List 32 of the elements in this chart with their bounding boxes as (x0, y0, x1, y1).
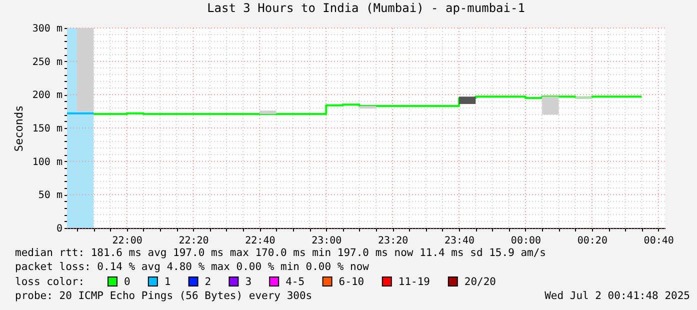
x-tick-label: 00:40 (644, 236, 674, 246)
x-tick-label: 23:00 (312, 236, 342, 246)
legend-label: 6-10 (338, 276, 364, 288)
x-tick-label: 23:20 (378, 236, 408, 246)
x-tick-label: 00:20 (577, 236, 608, 246)
bar (459, 96, 476, 104)
legend-label: 1 (164, 276, 171, 288)
legend-label: 4-5 (286, 276, 305, 288)
legend-label: 3 (245, 276, 252, 288)
y-tick-label: 150 m (32, 124, 62, 134)
x-tick-label: 22:00 (112, 236, 142, 246)
y-axis-title: Seconds (12, 105, 26, 152)
text: Wed Jul 2 00:41:48 2025 (544, 290, 690, 302)
y-tick-label: 200 m (32, 90, 62, 102)
y-tick-label: 300 m (32, 24, 62, 34)
text: packet loss: 0.14 % avg 4.80 % max 0.00 % min 0.00 % now (15, 261, 370, 273)
legend-label: 0 (124, 276, 130, 288)
legend-title: loss color: (15, 276, 85, 288)
text: median rtt: 181.6 ms avg 197.0 ms max 170.0 ms min 197.0 ms now 11.4 ms sd 15.9 am/s (15, 247, 546, 259)
x-tick-label: 22:40 (245, 236, 276, 246)
legend-label: 2 (204, 276, 212, 288)
x-tick-label: 23:40 (444, 236, 475, 246)
y-tick-label: 0 (56, 224, 62, 234)
legend-label: 11-19 (398, 276, 430, 288)
x-tick-label: 00:00 (510, 236, 542, 246)
text: probe: 20 ICMP Echo Pings (56 Bytes) every 300s (15, 290, 312, 302)
x-tick-label: 22:20 (178, 236, 209, 246)
y-tick-label: 100 m (32, 156, 62, 168)
y-tick-label: 250 m (32, 56, 62, 68)
y-tick-label: 50 m (38, 190, 62, 202)
chart-title: Last 3 Hours to India (Mumbai) - ap-mumbai-1 (207, 1, 525, 15)
legend-label: 20/20 (464, 276, 496, 288)
